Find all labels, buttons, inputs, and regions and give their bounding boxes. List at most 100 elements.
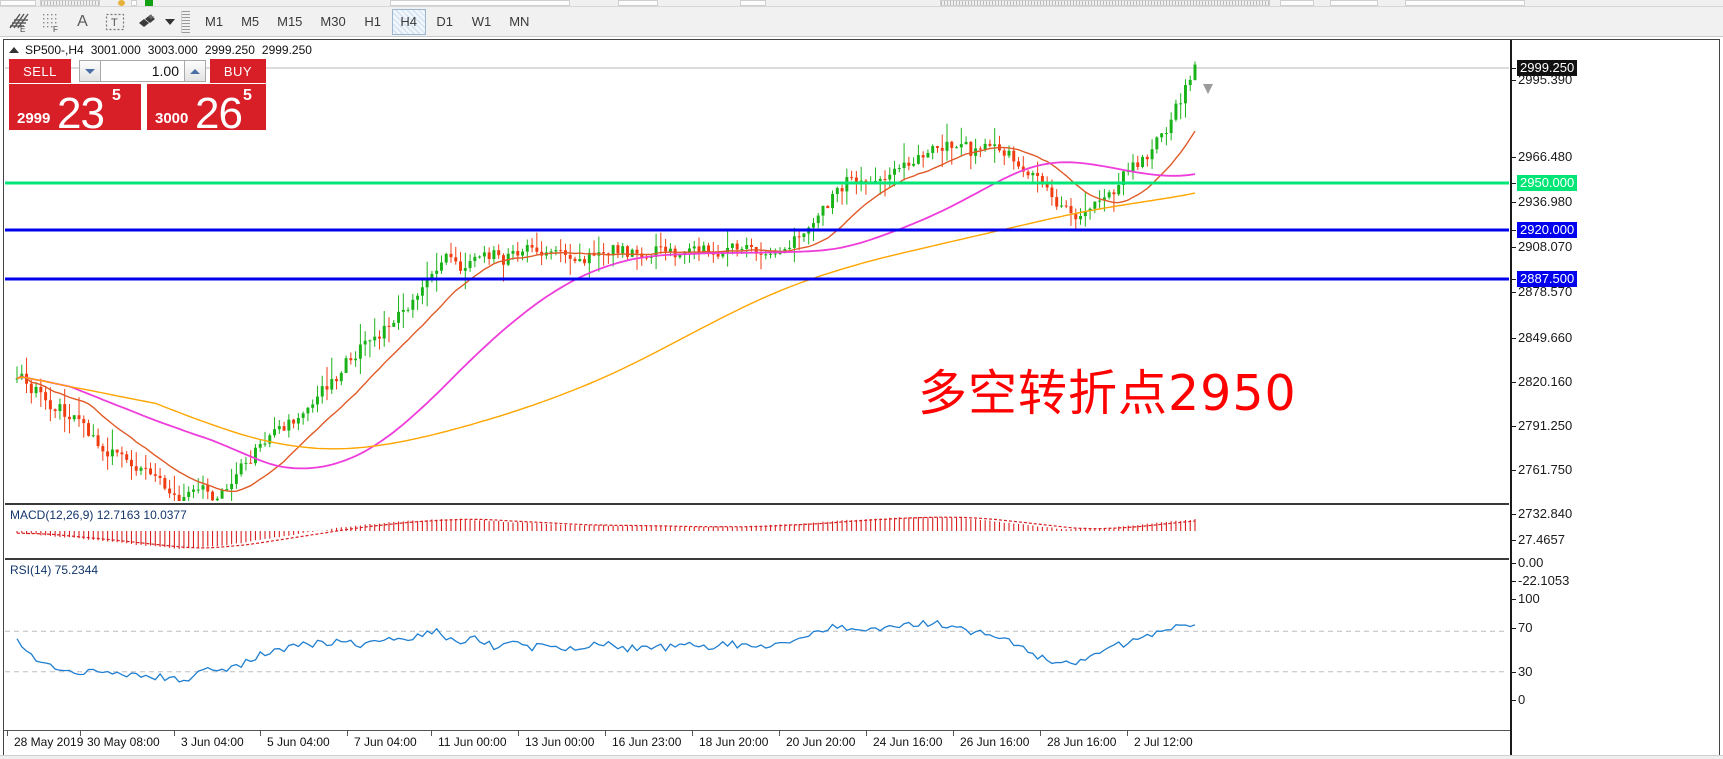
one-click-trading-panel[interactable]: SELL 1.00 BUY 2999 23 5 3000 26 5 <box>9 59 266 130</box>
price-tick-label: 2995.390 <box>1518 72 1573 87</box>
strip-bulb-icon <box>118 0 125 6</box>
strip-cell-10 <box>1405 0 1525 6</box>
chart-top-marker-icon <box>1203 84 1213 94</box>
time-tick: 3 Jun 04:00 <box>174 731 244 749</box>
text-object-icon[interactable]: T <box>99 8 130 36</box>
sell-button[interactable]: SELL <box>9 59 71 83</box>
time-tick: 28 Jun 16:00 <box>1039 731 1117 749</box>
rsi-tick-70: 70 <box>1512 620 1532 635</box>
time-tick: 28 May 2019 <box>6 731 84 749</box>
timeframe-button-w1[interactable]: W1 <box>471 14 492 29</box>
macd-plot-svg <box>16 516 1196 549</box>
objects-dropdown-icon[interactable] <box>163 8 177 36</box>
time-tick: 13 Jun 00:00 <box>517 731 595 749</box>
price-tick-label: 2999.250 <box>1517 60 1578 76</box>
volume-decrement-button[interactable] <box>79 60 101 82</box>
price-tick-label: 2950.000 <box>1517 175 1578 191</box>
volume-increment-button[interactable] <box>184 60 206 82</box>
price-tick-2999.250: 2999.250 <box>1512 60 1578 76</box>
ask-price-prefix: 3000 <box>155 110 189 127</box>
price-tick-2820.160: 2820.160 <box>1512 374 1572 389</box>
rsi-tick-100: 100 <box>1512 591 1540 606</box>
strip-cell-3 <box>131 0 137 6</box>
strip-green-icon <box>145 0 153 6</box>
indicators-icon[interactable]: E <box>3 8 34 36</box>
ohlc-close: 2999.250 <box>261 42 312 57</box>
time-tick: 11 Jun 00:00 <box>431 731 507 749</box>
time-tick: 7 Jun 04:00 <box>347 731 417 749</box>
timeframe-button-m30[interactable]: M30 <box>320 14 346 29</box>
bid-price-fraction: 5 <box>112 87 121 104</box>
macd-pane[interactable]: MACD(12,26,9) 12.7163 10.0377 <box>5 503 1509 556</box>
macd-label: MACD(12,26,9) 12.7163 10.0377 <box>10 508 187 522</box>
price-tick-label: 2908.070 <box>1518 239 1573 254</box>
price-tick-label: 2849.660 <box>1518 330 1573 345</box>
price-tick-2849.660: 2849.660 <box>1512 330 1572 345</box>
text-label-icon[interactable]: A <box>77 12 88 30</box>
chevron-down-icon <box>85 68 95 74</box>
time-tick: 16 Jun 23:00 <box>604 731 682 749</box>
chart-area[interactable]: SP500-,H4 3001.000 3003.000 2999.250 299… <box>3 39 1720 756</box>
strip-cell-7 <box>940 0 1270 6</box>
price-tick-label: 2791.250 <box>1518 418 1573 433</box>
chart-annotation-text: 多空转折点2950 <box>918 365 1297 422</box>
rsi-line <box>16 619 1196 683</box>
price-scale[interactable]: 2999.250 2995.390 2966.480 2950.000 2936.980… <box>1510 40 1719 755</box>
chart-toolbar: E F A T <box>0 7 1723 37</box>
timeframe-button-d1[interactable]: D1 <box>436 14 454 29</box>
trade-buttons-row: SELL 1.00 BUY <box>9 59 266 83</box>
toolbar-grip-handle[interactable] <box>181 10 190 33</box>
ask-price-fraction: 5 <box>243 87 252 104</box>
bid-price-prefix: 2999 <box>17 110 51 127</box>
toolbar-upper-strip <box>0 0 1723 7</box>
timeframe-button-m5[interactable]: M5 <box>241 14 260 29</box>
bid-price-box[interactable]: 2999 23 5 <box>9 84 141 130</box>
buy-button[interactable]: BUY <box>210 59 266 83</box>
symbol-name: SP500-,H4 <box>25 42 84 57</box>
ask-price-box[interactable]: 3000 26 5 <box>147 84 266 130</box>
timeframe-button-m1[interactable]: M1 <box>205 14 224 29</box>
price-tick-2966.480: 2966.480 <box>1512 149 1572 164</box>
macd-signal-line <box>17 516 1196 549</box>
time-tick: 24 Jun 16:00 <box>865 731 943 749</box>
strip-cell-5 <box>618 0 658 6</box>
timeframe-button-h4[interactable]: H4 <box>391 8 426 35</box>
objects-icon[interactable] <box>131 8 162 36</box>
rsi-pane[interactable]: RSI(14) 75.2344 <box>5 558 1509 712</box>
strip-cell-1 <box>0 0 36 6</box>
timeframe-button-mn[interactable]: MN <box>509 14 530 29</box>
price-tick-2878.570: 2878.570 <box>1512 284 1572 299</box>
timeframe-button-m15[interactable]: M15 <box>277 14 303 29</box>
time-tick: 26 Jun 16:00 <box>952 731 1030 749</box>
collapse-triangle-icon[interactable] <box>9 46 19 53</box>
svg-text:E: E <box>20 25 25 33</box>
rsi-tick-30: 30 <box>1512 664 1532 679</box>
timeframe-button-h1[interactable]: H1 <box>364 14 382 29</box>
strip-cell-6 <box>740 0 766 6</box>
time-tick: 2 Jul 12:00 <box>1127 731 1193 749</box>
crosshair-grid-icon[interactable]: F <box>35 8 66 36</box>
time-tick: 18 Jun 20:00 <box>691 731 769 749</box>
macd-histogram <box>16 516 1196 549</box>
volume-input[interactable]: 1.00 <box>101 60 185 82</box>
ask-price-main: 26 <box>195 89 243 131</box>
fast-ma-line <box>16 130 1196 493</box>
price-tick-label: 2878.570 <box>1518 284 1573 299</box>
time-tick: 20 Jun 20:00 <box>778 731 856 749</box>
price-tick-label: 2732.840 <box>1518 506 1573 521</box>
svg-text:T: T <box>111 17 118 29</box>
price-tick-label: 2761.750 <box>1518 462 1573 477</box>
symbol-info-line: SP500-,H4 3001.000 3003.000 2999.250 299… <box>9 42 319 57</box>
strip-cell-8 <box>1280 0 1314 6</box>
status-bar <box>0 755 1723 759</box>
price-tick-label: 2820.160 <box>1518 374 1573 389</box>
chevron-up-icon <box>190 68 200 74</box>
strip-cell-9 <box>1330 0 1378 6</box>
candlestick-series <box>15 61 1197 501</box>
rsi-tick-0: 0 <box>1512 692 1525 707</box>
time-scale[interactable]: 28 May 2019 30 May 08:00 3 Jun 04:00 5 Jun … <box>4 730 1510 755</box>
strip-cell-2 <box>40 0 100 6</box>
time-tick: 30 May 08:00 <box>80 731 160 749</box>
price-tick-2908.070: 2908.070 <box>1512 239 1572 254</box>
